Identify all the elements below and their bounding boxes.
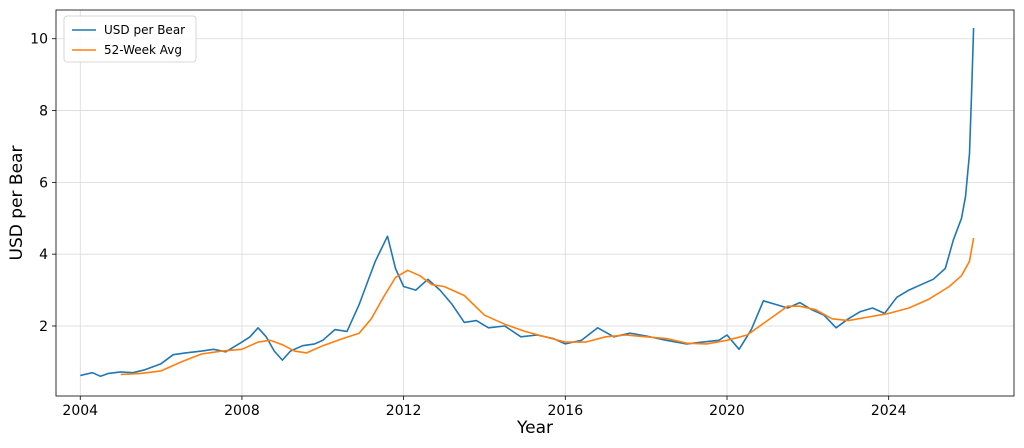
series-lines: [80, 27, 975, 378]
y-tick-label: 6: [39, 175, 48, 191]
x-tick-label: 2020: [709, 403, 745, 419]
y-tick-label: 2: [39, 319, 48, 335]
y-tick-label: 4: [39, 247, 48, 263]
legend-box: [63, 15, 197, 63]
x-tick-label: 2016: [547, 403, 583, 419]
x-axis-ticks: 2004 2008 2012 2016 2020 2024: [62, 396, 907, 419]
x-tick-label: 2012: [386, 403, 422, 419]
x-tick-label: 2008: [224, 403, 260, 419]
y-tick-label: 8: [39, 104, 48, 120]
y-tick-label: 10: [30, 32, 48, 48]
legend-label: USD per Bear: [104, 23, 185, 37]
y-axis-ticks: 2 4 6 8 10: [30, 32, 56, 335]
legend-label: 52-Week Avg: [104, 43, 182, 57]
series-line-0: [80, 27, 975, 378]
x-axis-title: Year: [516, 418, 553, 438]
y-axis-title: USD per Bear: [7, 146, 27, 261]
series-line-1: [120, 237, 975, 376]
plot-area-frame: [55, 9, 1015, 397]
x-tick-label: 2024: [871, 403, 907, 419]
legend: USD per Bear 52-Week Avg: [63, 15, 197, 63]
x-tick-label: 2004: [62, 403, 98, 419]
grid: [56, 10, 1014, 396]
